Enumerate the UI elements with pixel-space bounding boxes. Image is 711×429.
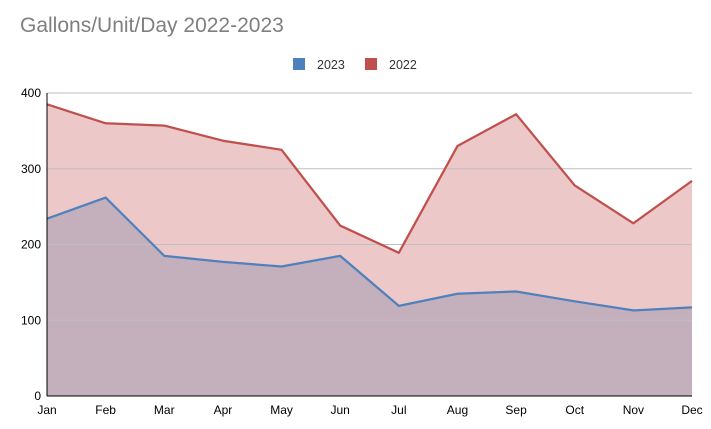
y-tick-label-0: 0 <box>34 389 41 403</box>
x-tick-label-Feb: Feb <box>95 403 116 417</box>
y-tick-label-200: 200 <box>21 238 41 252</box>
x-tick-label-Jun: Jun <box>331 403 350 417</box>
x-tick-label-Aug: Aug <box>447 403 468 417</box>
legend-label-2023: 2023 <box>317 58 345 72</box>
x-tick-label-Nov: Nov <box>623 403 644 417</box>
legend-swatch-2022 <box>365 58 377 70</box>
series-line-2023 <box>46 196 693 312</box>
x-tick-label-Oct: Oct <box>565 403 584 417</box>
series-line-2022 <box>46 103 693 254</box>
x-tick-label-Jul: Jul <box>391 403 406 417</box>
y-tick-label-300: 300 <box>21 162 41 176</box>
x-tick-label-Dec: Dec <box>681 403 702 417</box>
legend-swatch-2023 <box>293 58 305 70</box>
legend-label-2022: 2022 <box>389 58 417 72</box>
x-tick-label-May: May <box>270 403 293 417</box>
x-tick-label-Mar: Mar <box>154 403 175 417</box>
y-tick-label-400: 400 <box>21 86 41 100</box>
x-tick-label-Sep: Sep <box>505 403 527 417</box>
x-tick-label-Jan: Jan <box>37 403 56 417</box>
x-tick-label-Apr: Apr <box>214 403 233 417</box>
chart-title: Gallons/Unit/Day 2022-2023 <box>20 14 284 37</box>
y-tick-label-100: 100 <box>21 313 41 327</box>
series-area-2023 <box>47 197 692 396</box>
